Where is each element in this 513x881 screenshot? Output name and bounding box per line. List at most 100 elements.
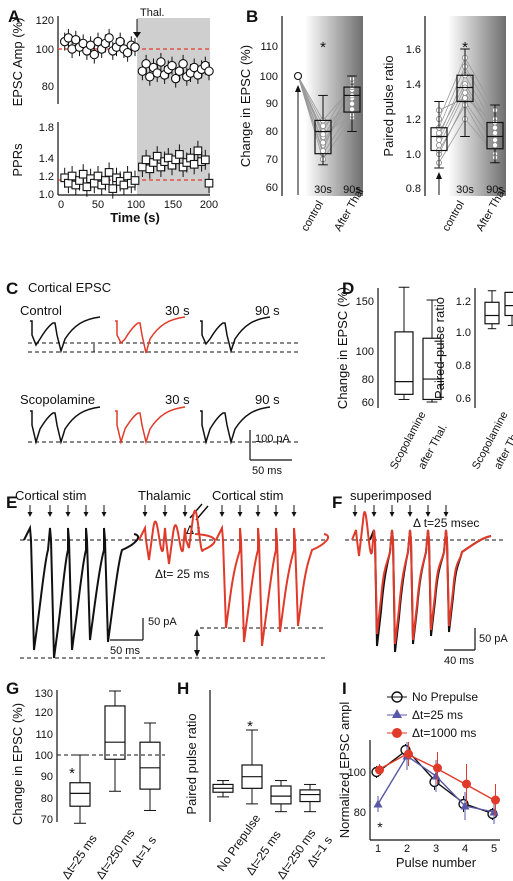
a-top-point [130,42,140,52]
b-right-control-box [430,127,448,152]
a-top-point [204,66,214,76]
d-right-ytick-0.8: 0.8 [456,360,471,372]
e-trace-thalamic [138,509,216,565]
g-ytick-80: 80 [41,793,53,805]
b-right-xlabel-control: control [440,199,467,234]
a-bottom-point [64,178,73,188]
a-bottom-point [152,151,162,161]
e-cortical2-arrow-head [237,512,243,517]
d-left-xlabel-thal: after Thal. [416,422,450,471]
c-row2-label: Scopolamine [20,392,95,407]
i-legend-no-prepulse: No Prepulse [412,690,478,704]
a-ylabel-bottom: PPRs [10,143,25,177]
b-left-cell-point [319,122,326,129]
b-left-90s: 90s [343,184,361,196]
i-point-25ms [460,801,470,810]
a-bottom-point [138,162,147,172]
e-cortical2-arrow-head [273,512,279,517]
panel-e: E Cortical stim Thalamic Cortical stim Δ… [6,488,330,659]
a-ytick-1.4: 1.4 [39,153,54,165]
panel-a-letter: A [8,7,20,26]
a-xlabel: Time (s) [110,210,160,225]
b-left-90s-box [343,86,361,113]
b-right-ytick-0.8: 0.8 [406,183,421,195]
thal-arrowhead [133,32,141,38]
b-right-30s: 30s [456,184,474,196]
a-bottom-point [89,178,99,188]
i-point-25ms [489,807,499,816]
e-thalamic-arrow-head [162,512,168,517]
a-bottom-point [108,184,118,193]
d-right-1-box [504,291,513,317]
e-cortical1-arrow-head [83,512,89,517]
g-ylabel: Change in EPSC (%) [10,703,25,825]
i-xlabel: Pulse number [396,855,477,870]
b-right-cell-point [461,95,468,102]
g-ytick-70: 70 [41,814,53,826]
f-trace-prepulse [351,511,492,645]
panel-h: H Paired pulse ratio * No Prepulse Δt=25… [177,679,335,881]
g-xlabel-250: Δt=250 ms [93,826,138,881]
b-left-30s-box [314,119,332,155]
e-dt25-label: Δt= 25 ms [155,567,209,581]
e-cortical1-arrow-head [65,512,71,517]
e-label-cortical1: Cortical stim [15,488,87,503]
a-top-point [71,34,81,45]
e-label-cortical2: Cortical stim [212,488,284,503]
d-left-1-box [422,337,442,401]
b-right-90s-box [486,121,504,150]
a-ytick-1.8: 1.8 [39,122,54,134]
g-ytick-90: 90 [41,771,53,783]
e-cortical2-arrow-head [291,512,297,517]
b-right-cell-point [435,129,442,136]
a-xtick-200: 200 [200,199,218,211]
c-scale-y-label: 100 pA [255,433,291,445]
i-ylabel: Normalized EPSC ampl [337,702,352,839]
a-top-point [141,59,151,69]
e-trace-cortical-control [23,524,140,659]
e-cortical2-arrow-head [255,512,261,517]
panel-i-letter: I [342,679,347,698]
f-traces [351,505,492,653]
g-ytick-110: 110 [35,729,53,741]
h-ylabel: Paired pulse ratio [184,713,199,814]
a-bottom-point [104,168,114,177]
a-xtick-0: 0 [58,199,64,211]
c-trace-scop-30s [115,406,186,445]
b-left-ytick-60: 60 [266,182,278,194]
i-point-1000ms [404,749,413,759]
i-legend-1000ms: Δt=1000 ms [412,726,476,740]
b-left-cell-point [348,100,355,107]
i-ytick-80: 80 [354,807,366,819]
d-left-boxes [394,286,442,403]
a-bottom-point [200,155,210,165]
a-top-point [104,33,114,43]
a-top-point [145,72,155,82]
a-top-point [85,40,96,51]
d-left-ytick-100: 100 [356,346,374,358]
e-cortical2-arrow-head [219,512,225,517]
g-ytick-120: 120 [35,707,53,719]
c-trace-control-baseline [30,316,101,354]
d-left-ylabel: Change in EPSC (%) [335,287,350,409]
c-trace-control-30s [115,316,186,354]
a-bottom-point [163,153,173,163]
d-left-ytick-150: 150 [356,296,374,308]
a-bottom-point [204,178,214,188]
b-right-ytick-1.4: 1.4 [406,79,421,91]
c-trace-scop-baseline [30,406,101,445]
a-bottom-point [175,150,184,159]
d-left-ytick-80: 80 [362,374,374,386]
a-bottom-point [189,159,199,169]
g-boxes [69,690,161,824]
f-arrow-head [425,512,431,517]
b-left-control-marker [293,71,303,81]
b-right-cell-point [491,129,498,136]
a-top-point [167,60,177,71]
i-ytick-100: 100 [348,767,366,779]
f-scale-y-label: 50 pA [479,633,508,645]
g-box-0-box [69,782,91,807]
i-plot [371,742,500,824]
d-right-ytick-1.2: 1.2 [456,296,471,308]
